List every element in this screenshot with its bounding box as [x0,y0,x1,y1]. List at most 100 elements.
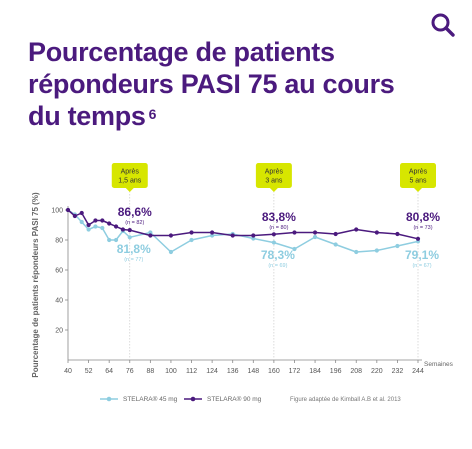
n-90mg: (n = 80) [269,225,288,231]
data-point [292,230,297,235]
data-point [100,218,105,223]
callout-badge [255,163,292,188]
data-point [374,248,379,253]
data-point [100,225,105,231]
pasi75-chart: Pourcentage de patients répondeurs PASI … [31,163,454,403]
data-point [65,207,71,213]
axes: 20 40 60 80 100 40 52 64 76 88 100 112 124 136 148 160 1… [51,206,424,375]
data-point [210,233,215,238]
value-45mg: 78,3% [261,248,295,262]
data-point [127,228,132,233]
data-point [107,221,112,226]
page-title: Pourcentage de patients répondeurs PASI … [28,36,428,132]
n-45mg: (n = 77) [124,257,143,263]
callout-0: Après 1,5 ans 86,6%(n = 82) 81,8%(n = 77) [111,163,152,263]
data-point [230,233,235,238]
callout-label-line2: 3 ans [265,178,283,185]
x-tick-label: 52 [85,368,93,375]
data-point [168,233,174,238]
data-point [395,231,400,237]
x-tick-label: 244 [412,368,424,375]
data-point [148,233,153,238]
data-point [354,227,359,232]
x-tick-label: 208 [350,368,362,375]
callout-badge [400,163,436,188]
data-point [271,240,276,245]
value-90mg: 86,6% [118,205,152,219]
callout-label-line1: Après [121,169,140,176]
data-point [168,249,174,255]
data-point [93,224,98,229]
data-point [113,237,119,243]
x-tick-label: 124 [206,368,218,375]
n-90mg: (n = 82) [125,220,144,226]
x-tick-label: 100 [165,368,177,375]
series [65,207,421,255]
data-point [189,237,194,243]
data-point [189,230,194,235]
data-point [271,232,276,237]
data-point [86,227,91,232]
x-tick-label: 184 [309,368,321,375]
search-icon [431,13,455,37]
y-tick-label: 100 [51,208,63,215]
callout-badge-pointer [125,188,134,192]
title-reference: 6 [148,106,157,122]
data-point [148,230,153,235]
x-tick-label: 136 [227,368,239,375]
n-90mg: (n = 73) [413,225,432,231]
callout-2: Après 5 ans 80,8%(n = 73) 79,1%(n = 67) [400,163,440,269]
callout-label-line1: Après [409,169,428,176]
figure-source-note: Figure adaptée de Kimball A.B et al. 201… [290,397,401,403]
x-tick-label: 40 [64,368,72,375]
title-text: Pourcentage de patients répondeurs PASI … [28,37,395,131]
data-point [93,218,98,223]
data-point [333,231,338,237]
data-point [395,243,400,249]
n-45mg: (n = 67) [412,263,431,269]
callout-badge-pointer [269,188,278,192]
data-point [292,246,297,252]
x-tick-label: 112 [186,368,197,375]
x-tick-label: 220 [371,368,383,375]
y-tick-label: 20 [55,328,63,335]
data-point [72,213,77,219]
data-point [251,233,256,238]
value-45mg: 79,1% [405,248,439,262]
data-point [79,210,84,216]
data-point [312,234,318,240]
x-tick-label: 64 [105,368,113,375]
data-point [333,242,338,247]
callout-guides [129,182,419,360]
data-point [120,227,126,232]
x-tick-label: 172 [289,368,301,375]
x-tick-label: 232 [392,368,404,375]
value-45mg: 81,8% [117,242,151,256]
data-point [79,219,84,225]
x-tick-label: 76 [126,368,134,375]
x-tick-label: 148 [247,368,259,375]
data-point [127,235,132,240]
data-point [86,222,91,228]
callout-label-line1: Après [265,169,284,176]
data-point [312,230,318,235]
legend: STELARA® 45 mg STELARA® 90 mg Figure ada… [100,395,401,403]
y-tick-label: 60 [55,268,63,275]
legend-marker-90mg [190,396,196,402]
data-point [354,249,359,255]
n-45mg: (n = 69) [268,263,287,269]
data-point [107,237,112,243]
data-point [210,230,215,235]
x-tick-label: 88 [146,368,154,375]
data-point [374,230,379,235]
data-point [251,236,256,241]
callout-1: Après 3 ans 83,8%(n = 80) 78,3%(n = 69) [255,163,296,269]
legend-item-45mg: STELARA® 45 mg [100,395,178,403]
legend-label-90mg: STELARA® 90 mg [207,395,262,403]
legend-marker-45mg [106,396,112,402]
legend-label-45mg: STELARA® 45 mg [123,395,178,403]
search-button[interactable] [430,12,456,38]
callout-badge [111,163,148,188]
y-tick-label: 40 [55,298,63,305]
